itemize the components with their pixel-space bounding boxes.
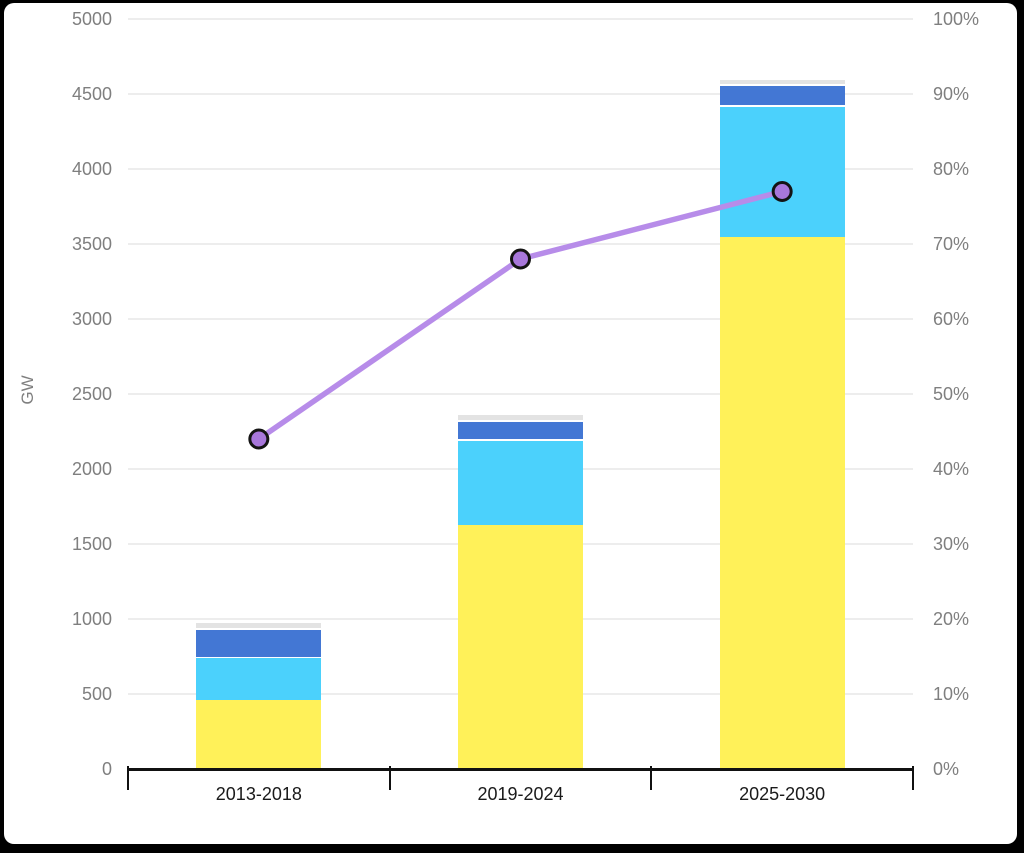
bar-segment-blue-segment[interactable] [458, 421, 583, 439]
bar-segment-blue-segment[interactable] [719, 85, 845, 106]
left-axis-tick-label: 4000 [71, 159, 112, 179]
bar-segment-cyan-segment[interactable] [196, 658, 322, 700]
left-axis-tick-label: 0 [101, 759, 112, 779]
gridline [128, 168, 913, 170]
bar-segment-cyan-segment[interactable] [458, 440, 583, 525]
left-axis-tick-label: 1000 [71, 609, 112, 629]
bar-segment-yellow-segment[interactable] [719, 236, 845, 769]
left-axis-tick-label: 5000 [71, 9, 112, 29]
right-axis-tick-label: 50% [933, 384, 970, 404]
right-axis-tick-label: 100% [933, 9, 980, 29]
x-axis-tick [388, 766, 391, 790]
left-axis-tick-label: 2000 [71, 459, 112, 479]
x-axis-tick [127, 766, 129, 790]
left-axis-tick-label: 2500 [71, 384, 112, 404]
left-axis-tick-label: 500 [81, 684, 112, 704]
x-axis-tick [912, 766, 914, 790]
category-label: 2013-2018 [215, 784, 302, 804]
bar-segment-gray-segment[interactable] [196, 622, 322, 628]
right-axis-tick-label: 30% [933, 534, 970, 554]
category-label: 2025-2030 [739, 784, 826, 804]
bar-segment-yellow-segment[interactable] [196, 700, 322, 769]
left-axis-tick-label: 3000 [71, 309, 112, 329]
bar-segment-cyan-segment[interactable] [719, 106, 845, 237]
left-axis-title: GW [18, 375, 37, 405]
bar-segment-gray-segment[interactable] [458, 415, 583, 421]
bar-segment-yellow-segment[interactable] [458, 524, 583, 769]
category-label: 2019-2024 [477, 784, 564, 804]
right-axis-tick-label: 10% [933, 684, 970, 704]
right-axis-tick-label: 80% [933, 159, 970, 179]
right-axis-tick-label: 20% [933, 609, 970, 629]
x-axis-tick [650, 766, 653, 790]
bar-segment-blue-segment[interactable] [196, 629, 322, 657]
gridline [128, 93, 913, 95]
right-axis-tick-label: 70% [933, 234, 970, 254]
right-axis-tick-label: 40% [933, 459, 970, 479]
x-axis-line [128, 768, 913, 771]
gridline [128, 18, 913, 20]
right-axis-tick-label: 60% [933, 309, 970, 329]
bar-segment-gray-segment[interactable] [719, 79, 845, 85]
right-axis-tick-label: 90% [933, 84, 970, 104]
left-axis-tick-label: 1500 [71, 534, 112, 554]
right-axis-tick-label: 0% [933, 759, 960, 779]
left-axis-tick-label: 3500 [71, 234, 112, 254]
left-axis-tick-label: 4500 [71, 84, 112, 104]
